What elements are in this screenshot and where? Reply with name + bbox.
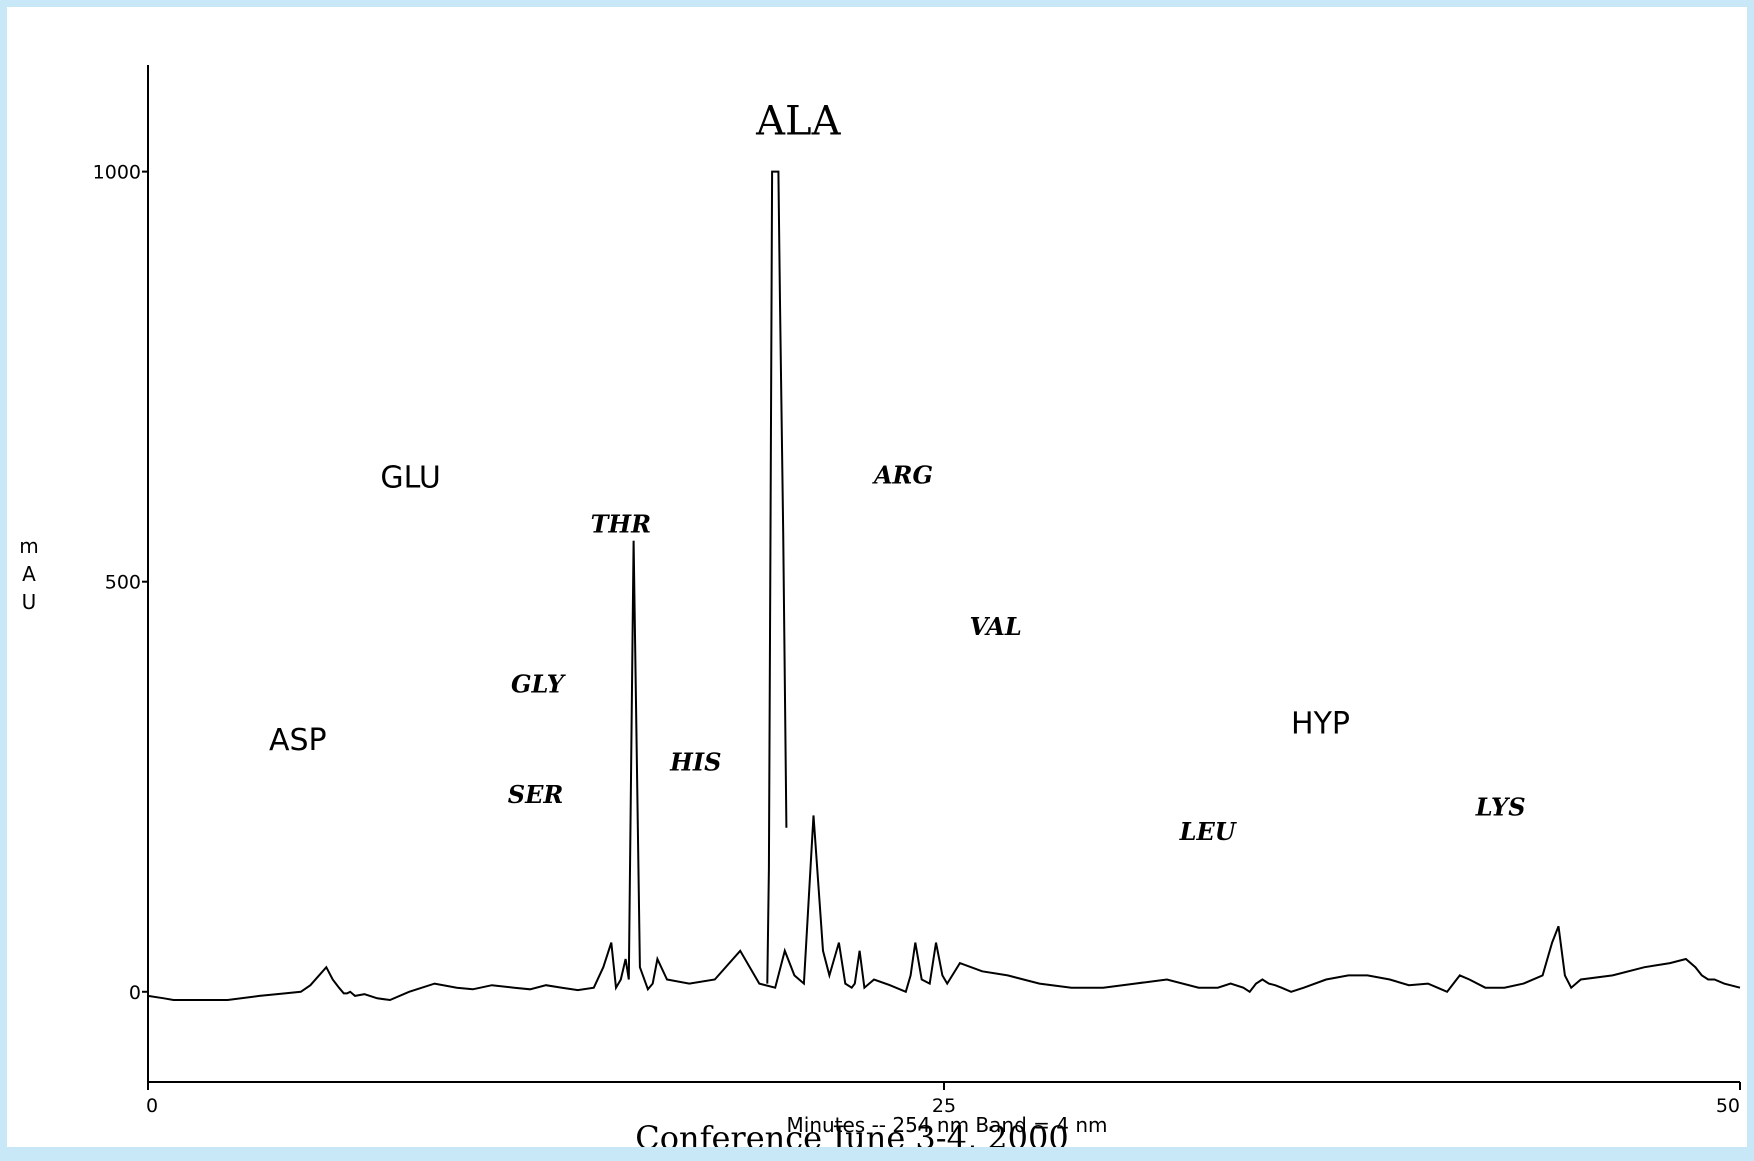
x-tick-label: 50 xyxy=(1716,1095,1740,1117)
x-tick-label: 0 xyxy=(146,1095,158,1117)
peak-label-leu: LEU xyxy=(1179,817,1238,846)
y-tick-label: 0 xyxy=(129,982,141,1004)
conference-caption: Conference June 3-4, 2000 xyxy=(635,1119,1068,1147)
peak-label-arg: ARG xyxy=(872,460,933,489)
chromatogram-chart: 0 500 1000 0 25 50 ASP GLU SER GLY THR HIS ALA ARG V… xyxy=(19,65,1741,1147)
peak-label-thr: THR xyxy=(591,509,651,538)
y-tick-label: 500 xyxy=(105,572,141,594)
y-tick-label: 1000 xyxy=(93,162,141,184)
peak-label-ser: SER xyxy=(508,780,564,809)
peak-label-ala: ALA xyxy=(755,99,841,145)
peak-label-gly: GLY xyxy=(511,669,567,698)
peak-label-his: HIS xyxy=(669,747,721,776)
ala-peak-tops xyxy=(766,170,788,984)
slide-frame: 0 500 1000 0 25 50 ASP GLU SER GLY THR HIS ALA ARG V… xyxy=(7,7,1747,1147)
x-ticks: 0 25 50 xyxy=(146,1082,1741,1117)
chromatogram-trace xyxy=(147,540,1741,1002)
peak-labels: ASP GLU SER GLY THR HIS ALA ARG VAL LEU HYP LYS xyxy=(269,99,1526,846)
peak-label-val: VAL xyxy=(969,612,1021,641)
x-axis-title: Minutes -- 254 nm Band = 4 nm xyxy=(787,1113,1108,1137)
y-ticks: 0 500 1000 xyxy=(93,162,148,1004)
peak-label-asp: ASP xyxy=(269,723,327,758)
chart-axes xyxy=(147,65,1740,1083)
x-tick-label: 25 xyxy=(932,1095,956,1117)
peak-label-lys: LYS xyxy=(1475,792,1526,821)
peak-label-glu: GLU xyxy=(380,460,440,495)
peak-label-hyp: HYP xyxy=(1291,706,1350,741)
ala-peak-trace xyxy=(766,170,788,984)
